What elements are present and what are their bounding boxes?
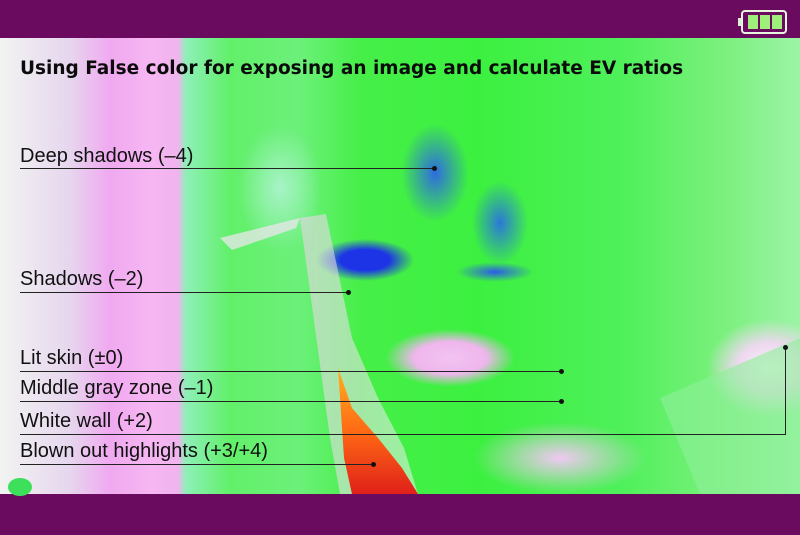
marker-shadows (346, 290, 351, 295)
leader-blown-highlights (20, 464, 374, 465)
label-white-wall: White wall (+2) (20, 410, 153, 432)
page-title: Using False color for exposing an image … (20, 58, 684, 79)
leader-white-wall (20, 434, 786, 435)
label-shadows: Shadows (–2) (20, 268, 144, 290)
marker-blown-highlights (371, 462, 376, 467)
marker-white-wall (783, 345, 788, 350)
marker-deep-shadows (432, 166, 437, 171)
leader-lit-skin (20, 371, 562, 372)
leader-middle-gray (20, 401, 562, 402)
leader-white-wall-vertical (785, 348, 786, 435)
label-middle-gray: Middle gray zone (–1) (20, 377, 214, 399)
leader-deep-shadows (20, 168, 435, 169)
green-spot (8, 478, 32, 496)
marker-lit-skin (559, 369, 564, 374)
marker-middle-gray (559, 399, 564, 404)
label-blown-highlights: Blown out highlights (+3/+4) (20, 440, 268, 462)
label-lit-skin: Lit skin (±0) (20, 347, 124, 369)
label-deep-shadows: Deep shadows (–4) (20, 145, 194, 167)
leader-shadows (20, 292, 350, 293)
highlight-region (220, 214, 800, 494)
battery-full-icon (738, 8, 788, 36)
false-color-image (0, 38, 800, 494)
